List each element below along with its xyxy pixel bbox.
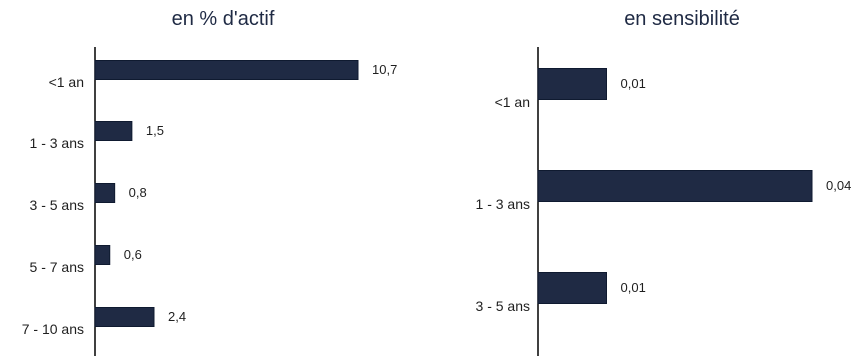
right-tick-label-1-an: <1 an (495, 94, 530, 110)
right-bar-1-3-ans (537, 170, 813, 202)
left-tick-label-7-10-ans: 7 - 10 ans (22, 321, 84, 337)
left-data-label-3-5-ans: 0,8 (129, 185, 147, 200)
left-data-label-1-an: 10,7 (372, 62, 397, 77)
left-bar-5-7-ans (94, 245, 111, 265)
left-tick-label-1-3-ans: 1 - 3 ans (30, 135, 84, 151)
left-data-label-1-3-ans: 1,5 (146, 123, 164, 138)
left-bar-7-10-ans (94, 307, 155, 327)
left-data-label-7-10-ans: 2,4 (168, 309, 186, 324)
right-tick-label-1-3-ans: 1 - 3 ans (476, 196, 530, 212)
left-tick-label-1-an: <1 an (49, 74, 84, 90)
left-bar-1-3-ans (94, 121, 133, 141)
left-bar-chart: 10,7 <1 an 1,5 1 - 3 ans 0,8 3 - 5 ans 0,6 5 - … (22, 47, 397, 356)
left-bar-3-5-ans (94, 183, 116, 203)
left-tick-label-3-5-ans: 3 - 5 ans (30, 197, 84, 213)
right-bar-1-an (537, 68, 607, 100)
right-bar-3-5-ans (537, 272, 607, 304)
right-data-label-3-5-ans: 0,01 (621, 280, 646, 295)
right-tick-label-3-5-ans: 3 - 5 ans (476, 298, 530, 314)
right-data-label-1-3-ans: 0,04 (826, 178, 851, 193)
right-bar-chart: 0,01 <1 an 0,04 1 - 3 ans 0,01 3 - 5 ans (476, 47, 851, 356)
right-data-label-1-an: 0,01 (621, 76, 646, 91)
left-chart-title: en % d'actif (172, 8, 275, 30)
right-chart-title: en sensibilité (624, 8, 740, 30)
left-data-label-5-7-ans: 0,6 (124, 247, 142, 262)
left-bar-1-an (94, 60, 359, 80)
left-tick-label-5-7-ans: 5 - 7 ans (30, 259, 84, 275)
